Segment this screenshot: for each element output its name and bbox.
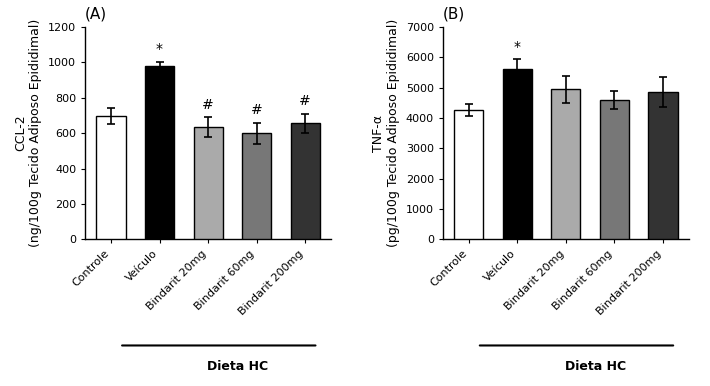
Y-axis label: TNF-α
(pg/100g Tecido Adiposo Epididimal): TNF-α (pg/100g Tecido Adiposo Epididimal…	[372, 19, 400, 247]
Text: *: *	[156, 42, 163, 56]
Bar	[242, 133, 271, 239]
Text: Dieta HC: Dieta HC	[564, 361, 626, 373]
Text: Dieta HC: Dieta HC	[207, 361, 268, 373]
Bar	[551, 89, 580, 239]
Text: #: #	[300, 95, 311, 108]
Text: #: #	[202, 98, 214, 112]
Bar	[648, 92, 677, 239]
Bar	[97, 116, 126, 239]
Bar	[454, 110, 484, 239]
Bar	[145, 66, 174, 239]
Text: (B): (B)	[443, 7, 465, 22]
Y-axis label: CCL-2
(ng/100g Tecido Adiposo Epididimal): CCL-2 (ng/100g Tecido Adiposo Epididimal…	[14, 19, 43, 247]
Text: (A): (A)	[85, 7, 107, 22]
Bar	[600, 100, 629, 239]
Bar	[194, 127, 223, 239]
Text: #: #	[251, 103, 263, 117]
Bar	[503, 69, 532, 239]
Text: *: *	[514, 39, 520, 54]
Bar	[290, 124, 320, 239]
